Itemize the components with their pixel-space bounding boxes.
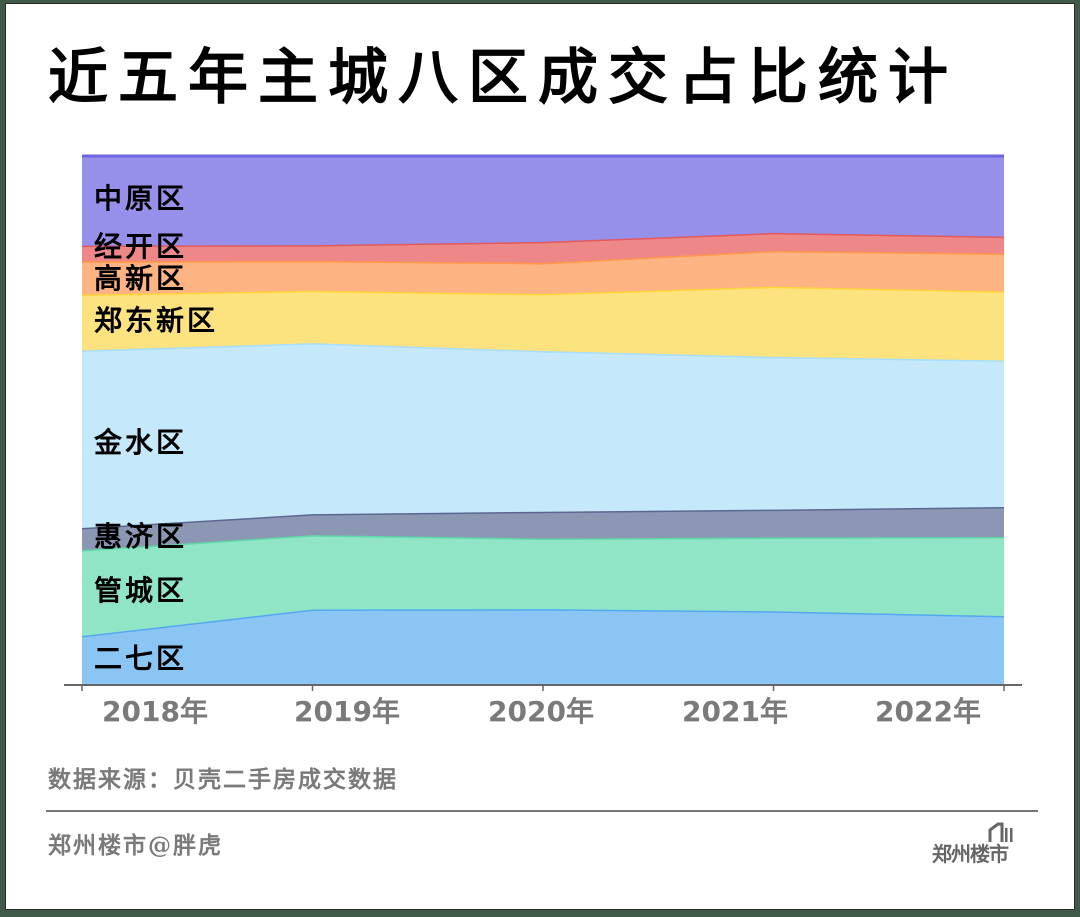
band-label: 高新区 <box>94 262 188 295</box>
band-label: 二七区 <box>94 642 188 675</box>
area-band <box>82 609 1004 684</box>
x-tick-label: 2022年 <box>875 695 981 728</box>
area-band <box>82 506 1004 551</box>
x-tick-label: 2020年 <box>488 695 594 728</box>
area-band <box>82 343 1004 529</box>
area-band <box>82 232 1004 263</box>
author-credit: 郑州楼市@胖虎 <box>48 832 223 859</box>
building-icon <box>988 822 1013 842</box>
x-tick-label: 2019年 <box>294 695 400 728</box>
area-band <box>82 156 1004 246</box>
band-label: 管城区 <box>94 574 188 607</box>
band-label: 经开区 <box>94 230 188 263</box>
band-label: 金水区 <box>94 426 188 459</box>
x-tick-label: 2021年 <box>682 695 788 728</box>
brand-logo: 郑州楼市 <box>932 822 1042 868</box>
x-tick-label: 2018年 <box>102 695 208 728</box>
source-note: 数据来源：贝壳二手房成交数据 <box>48 766 398 793</box>
band-label: 郑东新区 <box>94 304 219 337</box>
area-band <box>82 535 1004 637</box>
area-band <box>82 286 1004 361</box>
logo-text: 郑州楼市 <box>932 842 1009 866</box>
footer-divider <box>46 810 1038 812</box>
band-label: 惠济区 <box>94 520 188 553</box>
band-label: 中原区 <box>94 182 188 215</box>
chart-title: 近五年主城八区成交占比统计 <box>48 43 958 113</box>
